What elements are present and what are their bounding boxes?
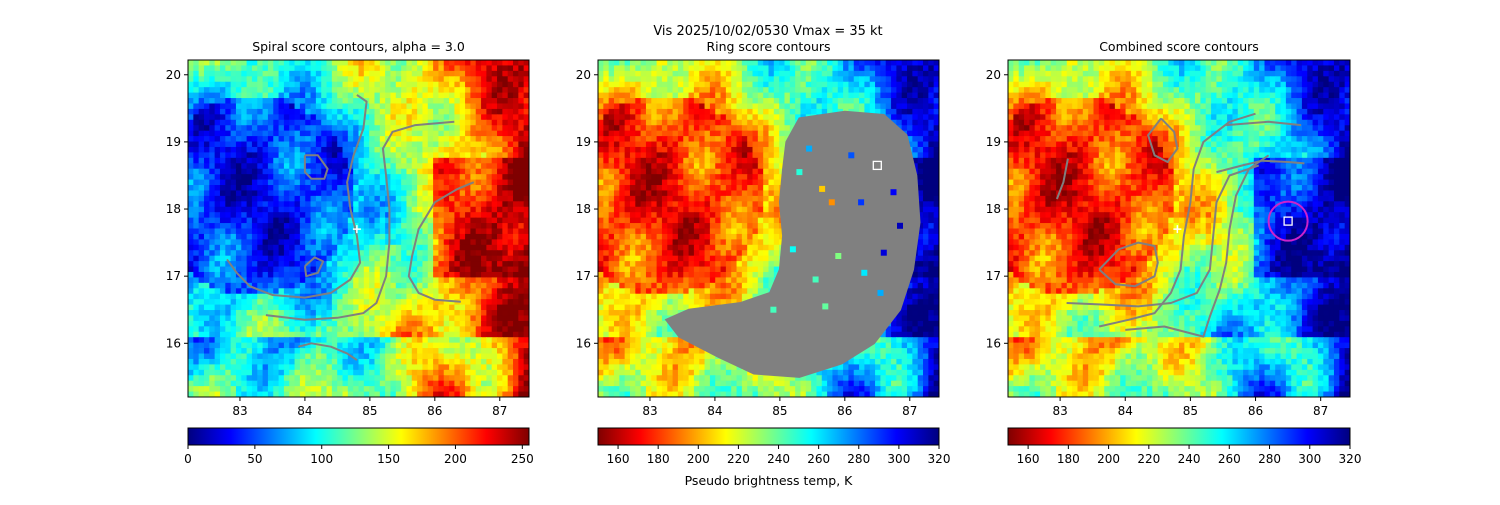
y-tick-label: 16: [986, 336, 1001, 350]
colorbar-tick-label: 160: [607, 452, 630, 466]
y-tick-label: 20: [576, 68, 591, 82]
x-tick-label: 83: [642, 404, 657, 418]
ring-speck-6: [891, 189, 897, 195]
colorbar-tick-label: 260: [807, 452, 830, 466]
x-tick-label: 83: [232, 404, 247, 418]
y-tick-label: 16: [166, 336, 181, 350]
x-tick-label: 86: [427, 404, 442, 418]
ring-speck-7: [897, 223, 903, 229]
colorbar-2: [598, 428, 939, 445]
colorbar-tick-label: 300: [887, 452, 910, 466]
panel-2: Ring score contours 83 84 85 86 87 16 17 18 19 20 1…: [576, 39, 951, 488]
colorbar-tick-label: 320: [1339, 452, 1362, 466]
colorbar-tick-label: 50: [247, 452, 262, 466]
x-tick-label: 85: [1183, 404, 1198, 418]
x-tick-label: 84: [297, 404, 312, 418]
x-tick-label: 86: [837, 404, 852, 418]
colorbar-tick-label: 150: [377, 452, 400, 466]
colorbar-tick-label: 250: [511, 452, 534, 466]
ring-speck-2: [819, 186, 825, 192]
colorbar-tick-label: 200: [687, 452, 710, 466]
y-tick-label: 20: [166, 68, 181, 82]
colorbar-tick-label: 200: [1097, 452, 1120, 466]
y-tick-label: 17: [166, 269, 181, 283]
x-tick-label: 87: [492, 404, 507, 418]
x-tick-label: 87: [1313, 404, 1328, 418]
ring-speck-11: [813, 277, 819, 283]
panel-1: Spiral score contours, alpha = 3.0 83 84 85…: [166, 39, 534, 466]
ring-speck-1: [829, 199, 835, 205]
y-tick-label: 19: [986, 135, 1001, 149]
colorbar-tick-label: 240: [767, 452, 790, 466]
y-tick-label: 17: [986, 269, 1001, 283]
x-tick-label: 84: [1118, 404, 1133, 418]
colorbar-1: [188, 428, 529, 445]
ring-speck-5: [848, 152, 854, 158]
colorbar-3: [1008, 428, 1350, 445]
ring-speck-16: [858, 199, 864, 205]
colorbar-tick-label: 240: [1178, 452, 1201, 466]
ring-speck-9: [861, 270, 867, 276]
panel-3: Combined score contours 83 84 85 86 87 16 17 18 1…: [986, 39, 1362, 466]
x-tick-label: 85: [772, 404, 787, 418]
colorbar-tick-label: 220: [1137, 452, 1160, 466]
x-tick-label: 85: [362, 404, 377, 418]
y-tick-label: 18: [166, 202, 181, 216]
ring-speck-4: [806, 146, 812, 152]
y-tick-label: 18: [986, 202, 1001, 216]
colorbar-tick-label: 280: [847, 452, 870, 466]
y-tick-label: 20: [986, 68, 1001, 82]
colorbar-tick-label: 300: [1298, 452, 1321, 466]
y-tick-label: 19: [576, 135, 591, 149]
colorbar-tick-label: 200: [444, 452, 467, 466]
colorbar-label: Pseudo brightness temp, K: [685, 473, 854, 488]
ring-speck-10: [835, 253, 841, 259]
colorbar-tick-label: 0: [184, 452, 192, 466]
panel-2-title: Ring score contours: [706, 39, 830, 54]
colorbar-tick-label: 280: [1258, 452, 1281, 466]
colorbar-tick-label: 160: [1017, 452, 1040, 466]
y-tick-label: 18: [576, 202, 591, 216]
x-tick-label: 86: [1248, 404, 1263, 418]
ring-speck-15: [770, 307, 776, 313]
colorbar-tick-label: 100: [310, 452, 333, 466]
ring-speck-13: [878, 290, 884, 296]
x-tick-label: 83: [1052, 404, 1067, 418]
ring-speck-8: [881, 250, 887, 256]
colorbar-tick-label: 180: [1057, 452, 1080, 466]
colorbar-tick-label: 260: [1218, 452, 1241, 466]
ring-speck-14: [822, 303, 828, 309]
figure-suptitle: Vis 2025/10/02/0530 Vmax = 35 kt: [653, 24, 882, 39]
panel-1-title: Spiral score contours, alpha = 3.0: [252, 39, 465, 54]
colorbar-tick-label: 220: [727, 452, 750, 466]
x-tick-label: 84: [707, 404, 722, 418]
colorbar-tick-label: 320: [928, 452, 951, 466]
y-tick-label: 19: [166, 135, 181, 149]
ring-speck-3: [796, 169, 802, 175]
ring-speck-12: [790, 246, 796, 252]
panel-3-title: Combined score contours: [1099, 39, 1259, 54]
x-tick-label: 87: [902, 404, 917, 418]
y-tick-label: 17: [576, 269, 591, 283]
y-tick-label: 16: [576, 336, 591, 350]
colorbar-tick-label: 180: [647, 452, 670, 466]
